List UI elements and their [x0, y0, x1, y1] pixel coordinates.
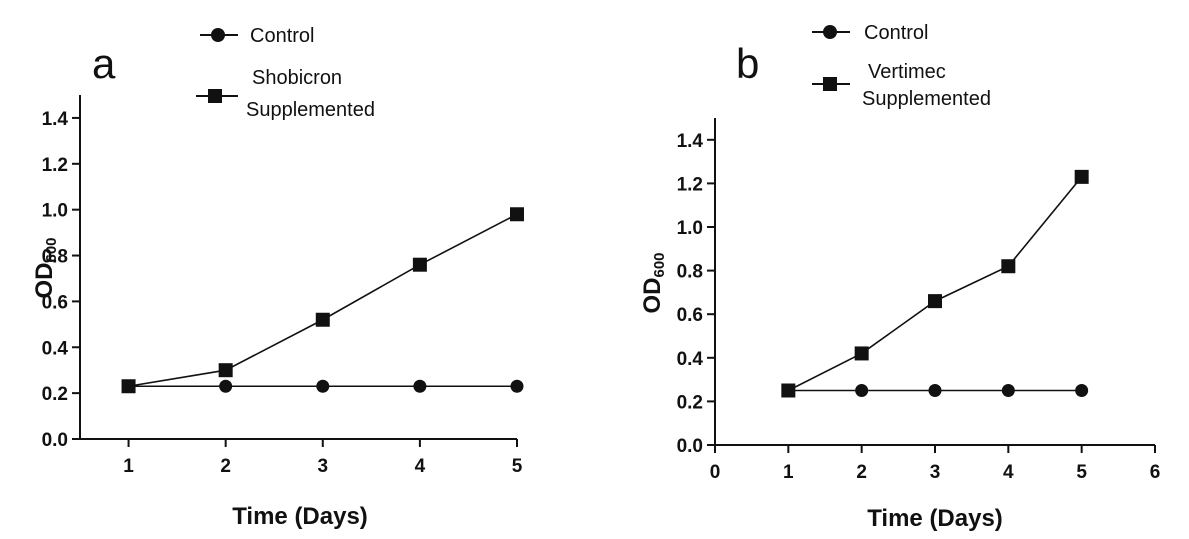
y-tick-label: 0.4 [677, 349, 704, 370]
y-tick-label: 0.8 [42, 247, 68, 268]
x-tick-label: 4 [415, 456, 426, 477]
y-tick-label: 0.0 [42, 430, 68, 451]
legend-supplemented-marker [823, 77, 837, 91]
y-tick-label: 1.2 [677, 174, 703, 195]
data-point-supplemented [854, 346, 869, 361]
y-tick-label: 1.4 [677, 131, 704, 152]
panel-b-legend: Control Vertimec Supplemented [812, 22, 991, 110]
data-point-control [413, 379, 427, 393]
legend-supplemented-label-line1: Vertimec [868, 61, 946, 83]
legend-supplemented-marker [208, 89, 222, 103]
panel-a-legend: Control Shobicron Supplemented [196, 25, 375, 121]
data-point-supplemented [928, 294, 942, 309]
series-line-supplemented [128, 213, 518, 388]
y-tick-label: 0.6 [677, 305, 703, 326]
legend-control-label: Control [250, 25, 314, 47]
y-tick-label: 0.2 [677, 392, 703, 413]
data-point-control [1001, 384, 1015, 397]
data-point-supplemented [1001, 259, 1016, 274]
data-point-control [1075, 384, 1089, 397]
y-tick-label: 1.0 [677, 218, 703, 239]
y-tick-label: 0.2 [42, 384, 68, 405]
x-tick-label: 3 [930, 462, 941, 483]
legend-supplemented-label-line2: Supplemented [246, 99, 375, 121]
panel-a-chart: a Control Shobicron Supplemented Time (D… [31, 25, 524, 530]
x-axis-title: Time (Days) [232, 503, 368, 530]
y-tick-label: 1.0 [42, 201, 68, 222]
panel-b-chart: b Control Vertimec Supplemented Time (Da… [639, 22, 1160, 532]
x-tick-label: 1 [783, 462, 794, 483]
x-axis-title: Time (Days) [867, 505, 1003, 532]
data-point-supplemented [1074, 169, 1089, 184]
data-point-supplemented [121, 379, 136, 394]
legend-supplemented-label-line1: Shobicron [252, 67, 342, 89]
y-tick-label: 0.4 [42, 338, 69, 359]
x-tick-label: 6 [1150, 462, 1161, 483]
y-tick-label: 0.8 [677, 262, 703, 283]
data-point-control [928, 384, 942, 397]
x-tick-label: 2 [856, 462, 867, 483]
y-axis-title-subscript: 600 [43, 237, 60, 262]
data-point-control [316, 379, 330, 393]
y-axis-title-main: OD [639, 278, 666, 314]
data-point-supplemented [315, 312, 330, 327]
x-tick-label: 5 [1076, 462, 1087, 483]
y-tick-label: 1.2 [42, 155, 68, 176]
x-tick-label: 3 [317, 456, 328, 477]
panel-a-plot-area: 0.0 0.2 0.4 0.6 0.8 1.0 1.2 1.4 1 2 3 4 5 [42, 95, 524, 477]
panel-a-letter: a [92, 40, 116, 87]
x-tick-label: 0 [710, 462, 721, 483]
x-tick-label: 4 [1003, 462, 1014, 483]
y-axis-title-main: OD [31, 263, 58, 299]
data-point-supplemented [781, 383, 796, 398]
legend-control-marker [211, 28, 225, 42]
legend-supplemented-label-line2: Supplemented [862, 88, 991, 110]
y-axis-title-subscript: 600 [651, 252, 668, 277]
data-point-control [219, 379, 233, 393]
y-tick-label: 0.0 [677, 436, 703, 457]
legend-control-marker [823, 25, 837, 39]
y-tick-label: 0.6 [42, 292, 68, 313]
y-axis-title: OD600 [639, 252, 668, 313]
series-line-supplemented [787, 176, 1083, 392]
panel-b-plot-area: 0.0 0.2 0.4 0.6 0.8 1.0 1.2 1.4 0 1 2 3 4 5 6 [677, 118, 1161, 483]
data-point-control [510, 379, 524, 393]
x-tick-label: 2 [220, 456, 231, 477]
legend-control-label: Control [864, 22, 928, 44]
y-axis-title: OD600 [31, 237, 60, 298]
x-tick-label: 1 [123, 456, 134, 477]
data-point-control [855, 384, 869, 397]
x-tick-label: 5 [512, 456, 523, 477]
panel-b-letter: b [736, 40, 759, 87]
data-point-supplemented [510, 207, 524, 222]
data-point-supplemented [218, 363, 233, 378]
data-point-supplemented [412, 257, 427, 272]
y-tick-label: 1.4 [42, 109, 69, 130]
